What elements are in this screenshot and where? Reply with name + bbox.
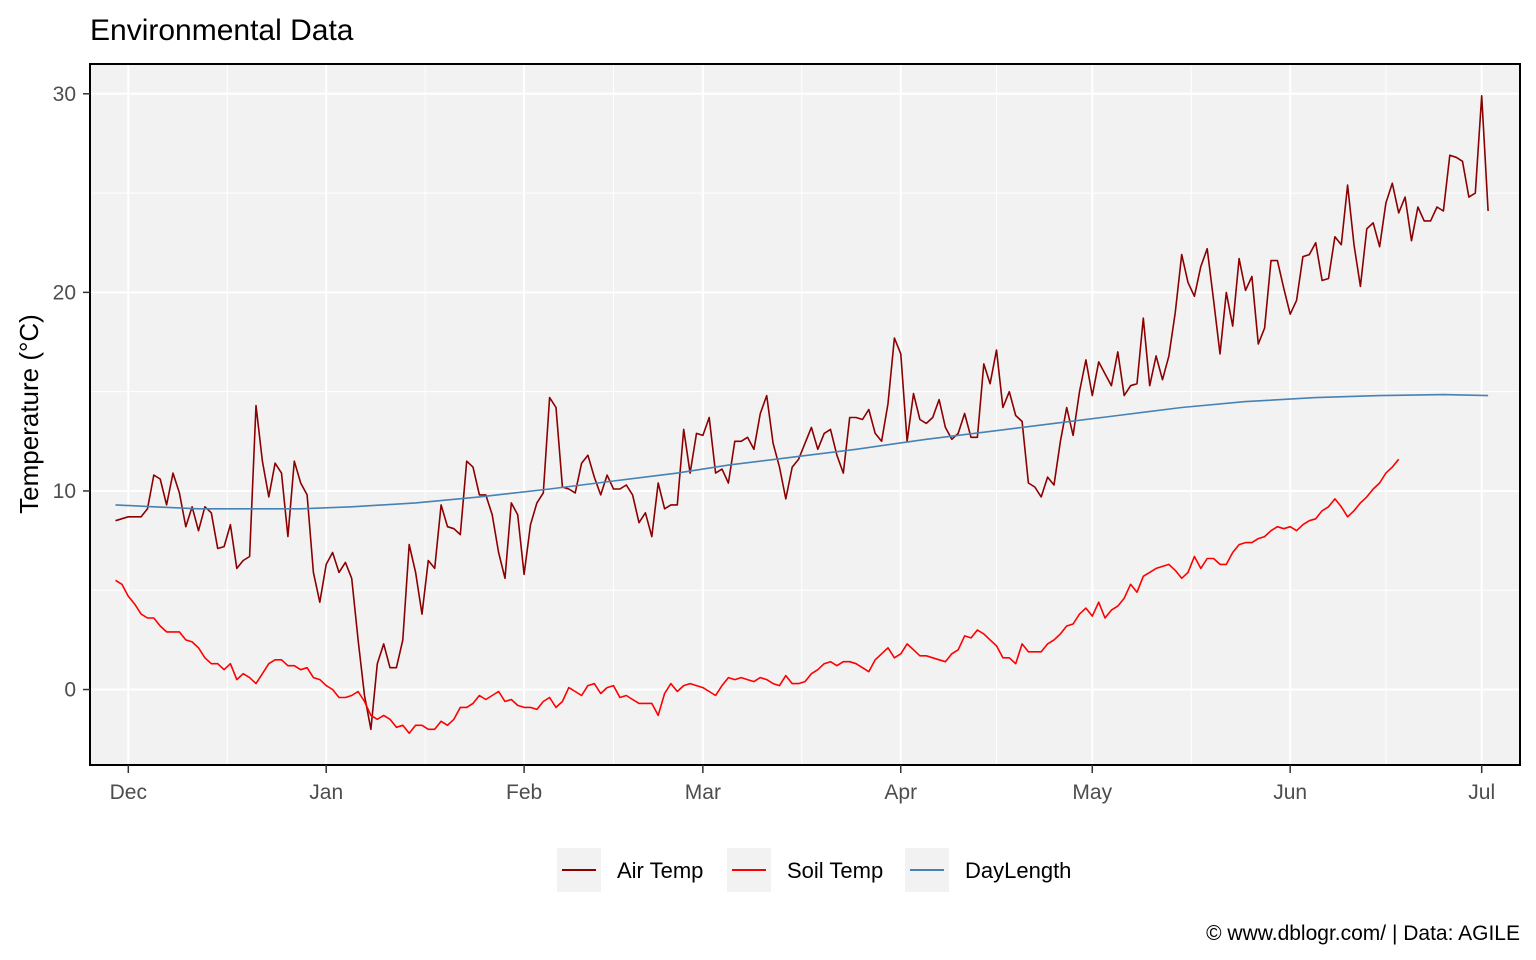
- series-line-daylength: [115, 393, 1489, 510]
- legend: Air Temp Soil Temp DayLength: [557, 848, 1071, 892]
- y-tick-label: 30: [53, 83, 76, 106]
- major-gridlines: [90, 64, 1520, 765]
- x-tick-label: Jan: [309, 781, 343, 804]
- legend-item-daylength: DayLength: [905, 848, 1071, 892]
- x-axis: Dec Jan Feb Mar Apr May Jun Jul: [110, 765, 1495, 804]
- x-tick-label: Mar: [685, 781, 721, 804]
- caption: © www.dblogr.com/ | Data: AGILE: [1206, 922, 1520, 945]
- y-tick-label: 20: [53, 281, 76, 304]
- chart-title: Environmental Data: [90, 14, 354, 47]
- legend-label: Air Temp: [617, 858, 703, 883]
- x-tick-label: Feb: [506, 781, 542, 804]
- series-line-soil-temp: [115, 458, 1400, 735]
- legend-item-air-temp: Air Temp: [557, 848, 703, 892]
- x-tick-label: May: [1072, 781, 1112, 804]
- legend-label: Soil Temp: [787, 858, 883, 883]
- legend-item-soil-temp: Soil Temp: [727, 848, 883, 892]
- y-tick-label: 0: [64, 679, 76, 702]
- x-tick-label: Jul: [1468, 781, 1495, 804]
- x-tick-label: Dec: [110, 781, 147, 804]
- legend-label: DayLength: [965, 858, 1071, 883]
- y-tick-label: 10: [53, 480, 76, 503]
- plot-border: [89, 63, 1521, 766]
- x-tick-label: Jun: [1273, 781, 1307, 804]
- series-line-air-temp: [115, 95, 1489, 731]
- y-axis-label: Temperature (°C): [14, 314, 44, 514]
- series-layer: [115, 95, 1489, 735]
- minor-gridlines: [90, 64, 1520, 765]
- x-tick-label: Apr: [884, 781, 917, 804]
- plot-panel: [90, 64, 1520, 765]
- y-axis: 0 10 20 30: [53, 83, 90, 702]
